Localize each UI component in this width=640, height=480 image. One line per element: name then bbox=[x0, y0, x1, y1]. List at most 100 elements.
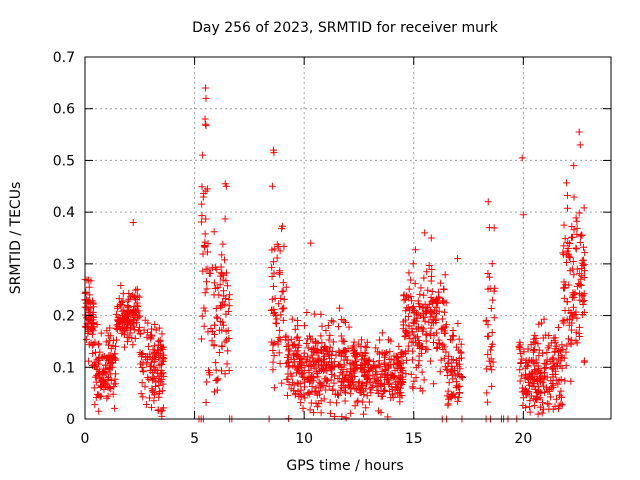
data-point bbox=[91, 401, 99, 409]
data-point bbox=[213, 265, 221, 273]
y-tick-label: 0.4 bbox=[53, 205, 75, 221]
data-point bbox=[448, 336, 456, 344]
data-point bbox=[419, 327, 427, 335]
data-point bbox=[553, 342, 561, 350]
data-point bbox=[558, 341, 566, 349]
data-point bbox=[360, 410, 368, 418]
data-point bbox=[524, 361, 532, 369]
data-point bbox=[444, 360, 452, 368]
data-point bbox=[556, 347, 564, 355]
data-point bbox=[530, 338, 538, 346]
data-point bbox=[308, 382, 316, 390]
data-point bbox=[443, 392, 451, 400]
data-point bbox=[546, 357, 554, 365]
data-point bbox=[126, 293, 134, 301]
data-point bbox=[363, 344, 371, 352]
data-point bbox=[127, 317, 135, 325]
data-point bbox=[300, 391, 308, 399]
data-point bbox=[490, 314, 498, 322]
data-point bbox=[340, 375, 348, 383]
data-point bbox=[402, 370, 410, 378]
data-point bbox=[320, 358, 328, 366]
data-point bbox=[360, 366, 368, 374]
data-point bbox=[318, 339, 326, 347]
data-point bbox=[213, 313, 221, 321]
data-point bbox=[96, 393, 104, 401]
data-point bbox=[558, 401, 566, 409]
data-point bbox=[520, 348, 528, 356]
data-point bbox=[444, 387, 452, 395]
data-point bbox=[525, 370, 533, 378]
data-point bbox=[371, 368, 379, 376]
data-point bbox=[348, 372, 356, 380]
data-point bbox=[569, 311, 577, 319]
data-point bbox=[203, 278, 211, 286]
data-point bbox=[111, 404, 119, 412]
data-point bbox=[556, 362, 564, 370]
data-point bbox=[322, 327, 330, 335]
y-tick-label: 0.1 bbox=[53, 360, 75, 376]
data-point bbox=[221, 300, 229, 308]
data-point bbox=[457, 340, 465, 348]
data-point bbox=[366, 385, 374, 393]
data-point bbox=[317, 357, 325, 365]
data-point bbox=[381, 366, 389, 374]
data-point bbox=[326, 343, 334, 351]
data-point bbox=[538, 399, 546, 407]
data-point bbox=[348, 360, 356, 368]
data-point bbox=[82, 288, 90, 296]
data-point bbox=[563, 179, 571, 187]
data-point bbox=[363, 392, 371, 400]
data-point bbox=[155, 351, 163, 359]
data-point bbox=[89, 319, 97, 327]
data-point bbox=[522, 372, 530, 380]
data-point bbox=[275, 242, 283, 250]
data-point bbox=[428, 266, 436, 274]
data-point bbox=[551, 362, 559, 370]
data-point bbox=[419, 387, 427, 395]
data-point bbox=[200, 304, 208, 312]
data-point bbox=[293, 369, 301, 377]
data-point bbox=[557, 376, 565, 384]
data-point bbox=[294, 333, 302, 341]
data-point bbox=[374, 383, 382, 391]
data-point bbox=[402, 332, 410, 340]
data-point bbox=[429, 296, 437, 304]
data-point bbox=[397, 368, 405, 376]
data-point bbox=[541, 369, 549, 377]
data-point bbox=[372, 344, 380, 352]
data-point bbox=[552, 395, 560, 403]
data-point bbox=[213, 386, 221, 394]
data-point bbox=[516, 338, 524, 346]
data-point bbox=[102, 338, 110, 346]
x-tick-label: 10 bbox=[295, 431, 313, 447]
data-point bbox=[268, 182, 276, 190]
data-point bbox=[95, 370, 103, 378]
data-point bbox=[221, 256, 229, 264]
data-point bbox=[307, 377, 315, 385]
data-point bbox=[111, 375, 119, 383]
data-point bbox=[310, 310, 318, 318]
data-point bbox=[454, 255, 462, 263]
data-point bbox=[375, 361, 383, 369]
data-point bbox=[355, 378, 363, 386]
data-point bbox=[219, 240, 227, 248]
data-point bbox=[218, 367, 226, 375]
data-point bbox=[284, 363, 292, 371]
data-point bbox=[386, 348, 394, 356]
data-point bbox=[401, 350, 409, 358]
data-point bbox=[91, 348, 99, 356]
data-point bbox=[268, 263, 276, 271]
data-point bbox=[211, 321, 219, 329]
data-point bbox=[399, 359, 407, 367]
data-point bbox=[117, 281, 125, 289]
x-axis-label: GPS time / hours bbox=[286, 458, 403, 474]
data-point bbox=[107, 376, 115, 384]
data-point bbox=[326, 331, 334, 339]
data-point bbox=[354, 382, 362, 390]
data-point bbox=[445, 379, 453, 387]
data-point bbox=[483, 365, 491, 373]
data-point bbox=[442, 348, 450, 356]
data-point bbox=[202, 84, 210, 92]
data-point bbox=[222, 327, 230, 335]
